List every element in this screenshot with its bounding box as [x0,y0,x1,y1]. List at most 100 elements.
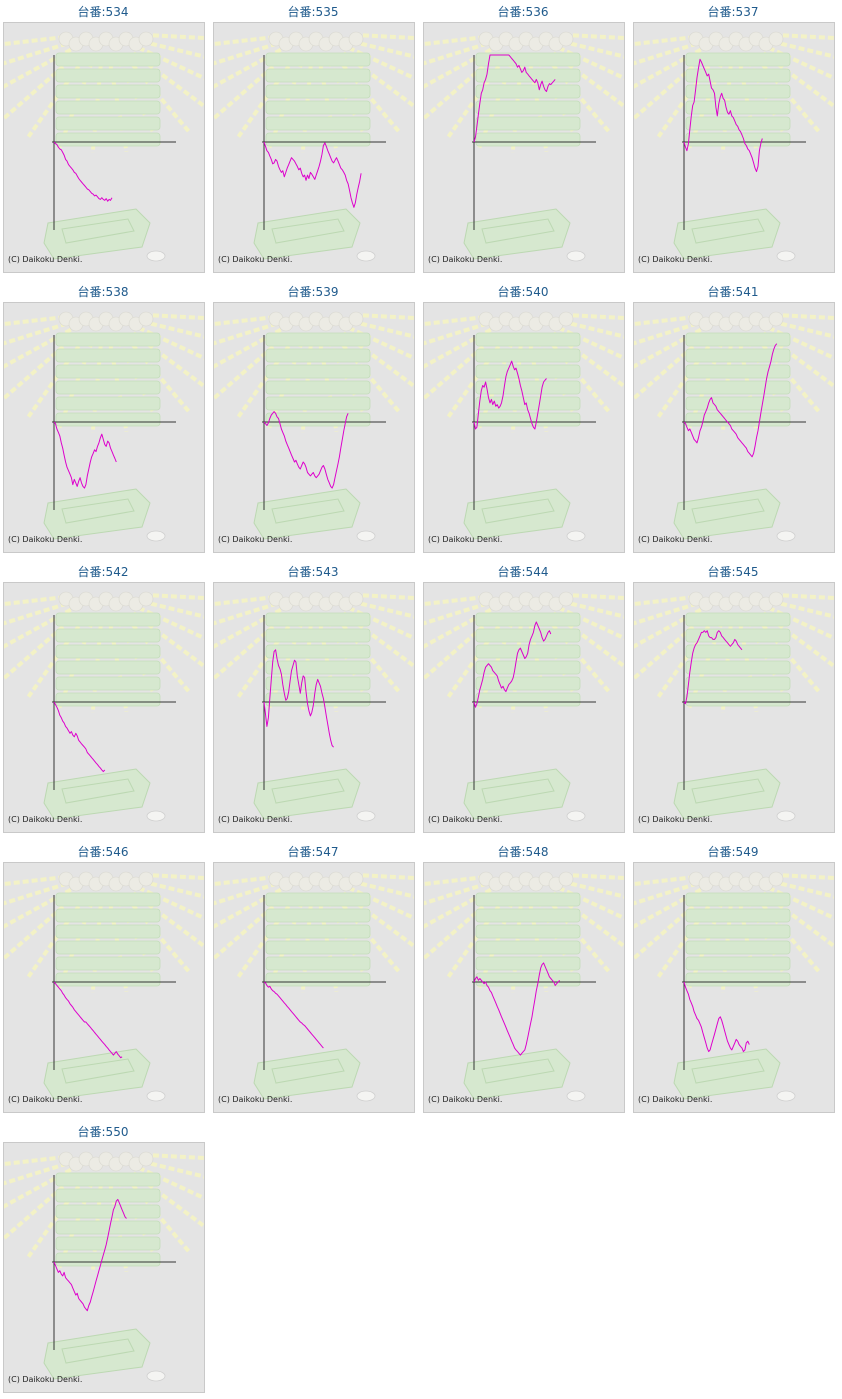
sun-ray [236,617,296,698]
coin-icon [146,810,166,822]
sun-ray [141,599,204,619]
slump-line [683,58,763,173]
tray-shape [43,768,151,820]
sun-ray [351,599,414,619]
stacked-box [685,332,791,347]
sun-ray [424,35,485,47]
sun-ray [446,337,506,418]
copyright-text: (C) Daikoku Denki. [8,255,83,264]
graph-cell: 台番:537 (C) Daikoku Denki. [630,0,836,276]
sun-ray [4,53,78,121]
sun-ray [773,312,834,320]
coin-icon [776,810,796,822]
copyright-text: (C) Daikoku Denki. [638,815,713,824]
machine-number-title[interactable]: 台番:538 [77,285,129,299]
stacked-box [265,692,371,707]
stacked-box [475,364,581,379]
stacked-box [265,396,371,411]
stacked-box [475,380,581,395]
graph-svg [214,31,414,262]
sun-ray [4,595,65,607]
background-artwork [214,871,414,1102]
coin-icon [566,250,586,262]
sun-ray [132,51,204,109]
background-artwork [634,591,834,822]
crowd-bubble [558,591,574,607]
machine-number-title[interactable]: 台番:537 [707,5,759,19]
stacked-box [475,84,581,99]
machine-number-title[interactable]: 台番:544 [497,565,549,579]
sun-ray [141,319,204,339]
graph-cell: 台番:538 (C) Daikoku Denki. [0,280,206,556]
stacked-box [265,84,371,99]
machine-number-title[interactable]: 台番:535 [287,5,339,19]
machine-number-title[interactable]: 台番:546 [77,845,129,859]
stacked-box [265,924,371,939]
sun-ray [762,891,834,949]
slump-graph: (C) Daikoku Denki. [3,862,205,1113]
graph-svg [4,1151,204,1382]
slump-line [53,141,113,202]
stacked-box [265,412,371,427]
machine-number-title[interactable]: 台番:541 [707,285,759,299]
sun-ray [771,319,834,339]
graph-cell: 台番:546 (C) Daikoku Denki. [0,840,206,1116]
machine-number-title[interactable]: 台番:547 [287,845,339,859]
slump-graph: (C) Daikoku Denki. [633,22,835,273]
slump-graph: (C) Daikoku Denki. [633,862,835,1113]
sun-ray [353,32,414,40]
slump-line [53,701,106,773]
stacked-box [55,52,161,67]
tray-shape [463,488,571,540]
graph-svg [634,871,834,1102]
coin-icon [566,1090,586,1102]
coin-icon [776,530,796,542]
sun-ray [771,599,834,619]
tray-shape [43,1328,151,1380]
copyright-text: (C) Daikoku Denki. [218,535,293,544]
sun-ray [446,617,506,698]
machine-number-title[interactable]: 台番:540 [497,285,549,299]
stacked-box [55,1252,161,1267]
stacked-box [55,676,161,691]
background-artwork [4,1151,204,1382]
graph-svg [214,591,414,822]
graph-cell: 台番:550 (C) Daikoku Denki. [0,1120,206,1396]
sun-ray [424,893,498,961]
machine-number-title[interactable]: 台番:534 [77,5,129,19]
stacked-box [475,908,581,923]
crowd-bubble [138,591,154,607]
machine-number-title[interactable]: 台番:542 [77,565,129,579]
sun-ray [26,617,86,698]
slump-line [683,630,743,705]
graph-svg [634,311,834,542]
machine-number-title[interactable]: 台番:545 [707,565,759,579]
graph-cell: 台番:544 (C) Daikoku Denki. [420,560,626,836]
copyright-text: (C) Daikoku Denki. [218,815,293,824]
machine-number-title[interactable]: 台番:539 [287,285,339,299]
coin-icon [146,250,166,262]
tray-shape [43,1048,151,1100]
crowd-bubble [138,311,154,327]
slump-graph: (C) Daikoku Denki. [3,1142,205,1393]
slump-graph: (C) Daikoku Denki. [213,22,415,273]
slump-graph: (C) Daikoku Denki. [423,862,625,1113]
sun-ray [656,897,716,978]
stacked-box [55,660,161,675]
sun-ray [26,57,86,138]
machine-number-title[interactable]: 台番:536 [497,5,549,19]
machine-number-title[interactable]: 台番:543 [287,565,339,579]
sun-ray [214,333,288,401]
slump-line [263,141,362,208]
slump-line [53,981,123,1059]
graph-cell: 台番:539 (C) Daikoku Denki. [210,280,416,556]
stacked-box [55,1236,161,1251]
stacked-box [475,68,581,83]
tray-inner [61,1338,135,1364]
machine-number-title[interactable]: 台番:549 [707,845,759,859]
background-artwork [4,591,204,822]
machine-number-title[interactable]: 台番:550 [77,1125,129,1139]
machine-number-title[interactable]: 台番:548 [497,845,549,859]
sun-ray [563,592,624,600]
